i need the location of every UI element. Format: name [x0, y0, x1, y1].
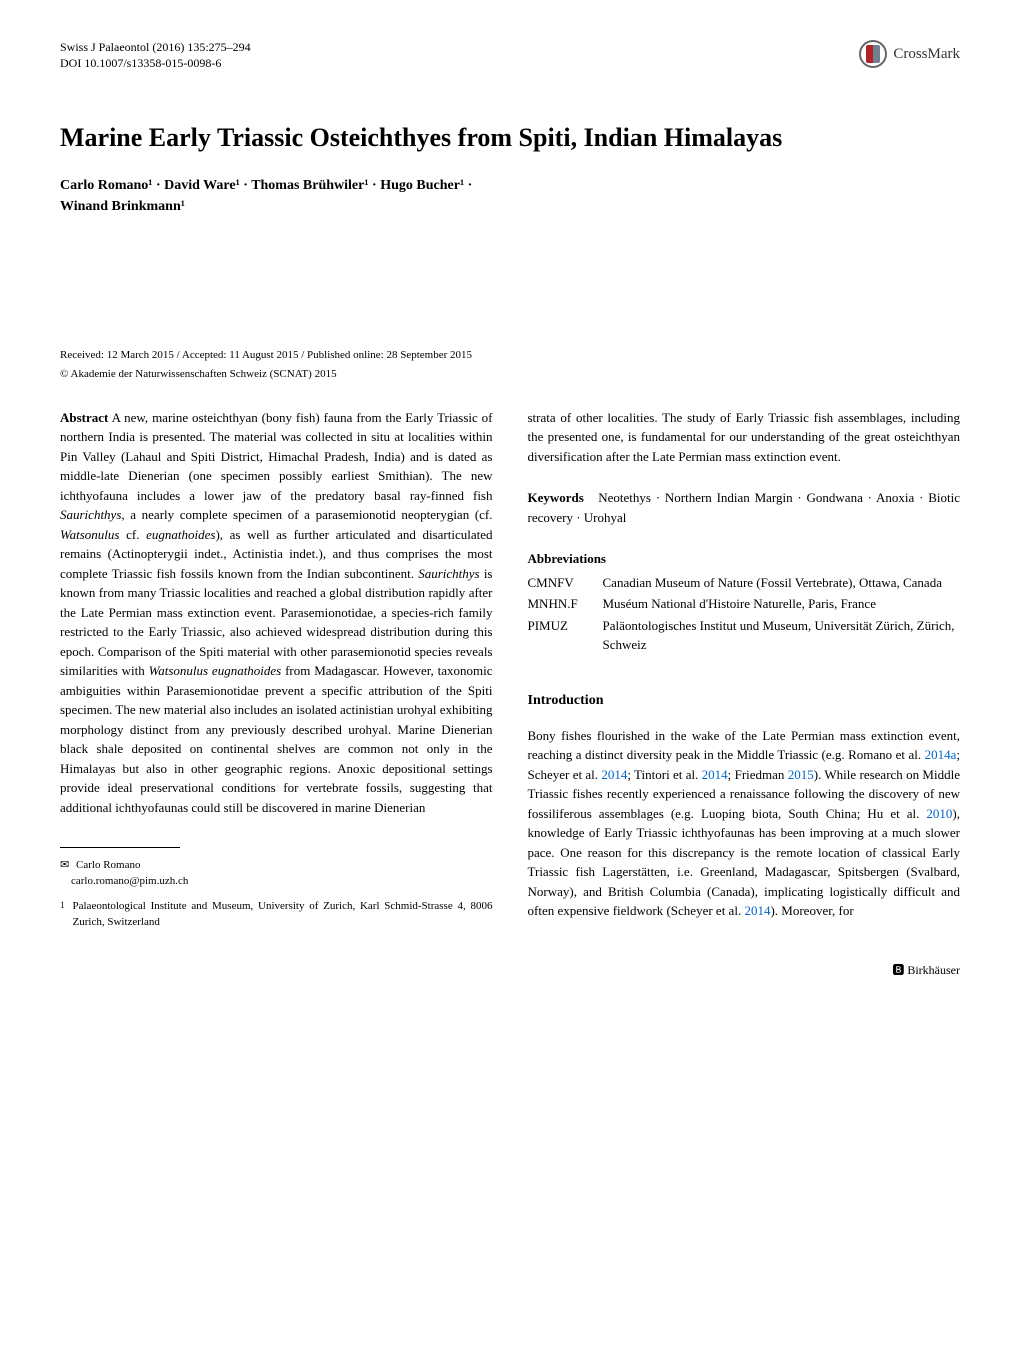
citation-link[interactable]: 2015	[788, 767, 814, 782]
publisher-icon: 🅱	[892, 963, 904, 977]
keywords: Keywords Neotethys · Northern Indian Mar…	[528, 488, 961, 527]
abbreviations-heading: Abbreviations	[528, 549, 961, 569]
abstract-continuation: strata of other localities. The study of…	[528, 408, 961, 467]
dates: Received: 12 March 2015 / Accepted: 11 A…	[60, 347, 960, 364]
citation-link[interactable]: 2014	[702, 767, 728, 782]
publisher: 🅱 Birkhäuser	[528, 961, 961, 979]
header: Swiss J Palaeontol (2016) 135:275–294 DO…	[60, 40, 960, 71]
correspondence: ✉ Carlo Romano carlo.romano@pim.uzh.ch	[60, 858, 493, 889]
affiliation-text: Palaeontological Institute and Museum, U…	[73, 899, 493, 930]
introduction-paragraph: Bony fishes flourished in the wake of th…	[528, 726, 961, 921]
abbrev-key: CMNFV	[528, 573, 603, 593]
publisher-name: Birkhäuser	[907, 963, 960, 977]
authors-line2: Winand Brinkmann¹	[60, 196, 960, 217]
affiliation-number: 1	[60, 899, 65, 930]
abbrev-row: MNHN.F Muséum National d'Histoire Nature…	[528, 594, 961, 614]
footnote-divider	[60, 847, 180, 848]
citation-link[interactable]: 2014a	[925, 747, 957, 762]
keywords-label: Keywords	[528, 490, 584, 505]
abbrev-key: MNHN.F	[528, 594, 603, 614]
abbreviations-section: Abbreviations CMNFV Canadian Museum of N…	[528, 549, 961, 655]
citation-link[interactable]: 2010	[926, 806, 952, 821]
envelope-icon: ✉	[60, 858, 72, 873]
citation-link[interactable]: 2014	[601, 767, 627, 782]
abbrev-row: PIMUZ Paläontologisches Institut und Mus…	[528, 616, 961, 655]
abbrev-val: Canadian Museum of Nature (Fossil Verteb…	[603, 573, 961, 593]
crossmark-badge[interactable]: CrossMark	[859, 40, 960, 68]
left-column: Abstract A new, marine osteichthyan (bon…	[60, 408, 493, 979]
authors-line1: Carlo Romano¹ · David Ware¹ · Thomas Brü…	[60, 175, 960, 196]
body-columns: Abstract A new, marine osteichthyan (bon…	[60, 408, 960, 979]
abbrev-row: CMNFV Canadian Museum of Nature (Fossil …	[528, 573, 961, 593]
introduction-heading: Introduction	[528, 690, 961, 711]
corresp-name: Carlo Romano	[76, 859, 140, 871]
corresp-email: carlo.romano@pim.uzh.ch	[71, 875, 188, 887]
abbrev-val: Muséum National d'Histoire Naturelle, Pa…	[603, 594, 961, 614]
authors: Carlo Romano¹ · David Ware¹ · Thomas Brü…	[60, 175, 960, 217]
abbrev-key: PIMUZ	[528, 616, 603, 655]
crossmark-text: CrossMark	[893, 43, 960, 66]
affiliation: 1 Palaeontological Institute and Museum,…	[60, 899, 493, 930]
copyright: © Akademie der Naturwissenschaften Schwe…	[60, 366, 960, 383]
journal-info: Swiss J Palaeontol (2016) 135:275–294 DO…	[60, 40, 251, 71]
right-column: strata of other localities. The study of…	[528, 408, 961, 979]
journal-line: Swiss J Palaeontol (2016) 135:275–294	[60, 40, 251, 56]
keywords-text: Neotethys · Northern Indian Margin · Gon…	[528, 490, 961, 525]
abstract-paragraph: Abstract A new, marine osteichthyan (bon…	[60, 408, 493, 818]
article-title: Marine Early Triassic Osteichthyes from …	[60, 121, 960, 155]
abbrev-val: Paläontologisches Institut und Museum, U…	[603, 616, 961, 655]
citation-link[interactable]: 2014	[744, 903, 770, 918]
doi: DOI 10.1007/s13358-015-0098-6	[60, 56, 251, 72]
crossmark-icon	[859, 40, 887, 68]
abstract-label: Abstract	[60, 410, 108, 425]
